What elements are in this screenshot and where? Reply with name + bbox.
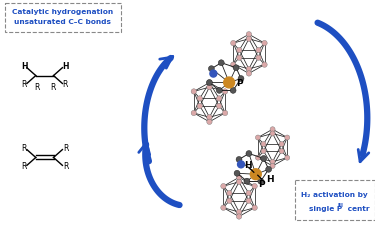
Circle shape: [256, 55, 261, 60]
Text: H: H: [62, 62, 68, 71]
Circle shape: [197, 103, 202, 109]
Circle shape: [237, 179, 242, 185]
Circle shape: [258, 178, 264, 184]
Circle shape: [238, 76, 244, 81]
Circle shape: [261, 142, 266, 147]
Circle shape: [207, 84, 212, 90]
Circle shape: [255, 135, 261, 140]
Text: R: R: [21, 80, 27, 89]
Circle shape: [237, 209, 242, 215]
Text: P: P: [236, 79, 243, 88]
Circle shape: [216, 87, 222, 93]
Circle shape: [217, 103, 222, 109]
Circle shape: [262, 40, 267, 46]
Circle shape: [207, 119, 212, 124]
Text: centr: centr: [345, 206, 369, 212]
Circle shape: [237, 175, 242, 180]
Circle shape: [221, 183, 226, 189]
Text: R: R: [34, 83, 39, 92]
Circle shape: [221, 205, 226, 210]
Circle shape: [230, 40, 236, 46]
Circle shape: [246, 71, 252, 76]
Circle shape: [255, 155, 261, 160]
Circle shape: [266, 166, 271, 172]
Circle shape: [270, 127, 275, 132]
Text: R: R: [21, 162, 27, 171]
Circle shape: [244, 178, 250, 184]
Circle shape: [191, 110, 197, 116]
Circle shape: [222, 89, 228, 94]
Circle shape: [233, 65, 239, 71]
Circle shape: [224, 77, 235, 88]
Circle shape: [246, 36, 252, 42]
Circle shape: [285, 155, 290, 160]
FancyBboxPatch shape: [5, 3, 121, 32]
Circle shape: [237, 214, 242, 219]
Circle shape: [252, 205, 257, 210]
Circle shape: [279, 149, 284, 154]
Circle shape: [206, 80, 212, 85]
Text: H: H: [266, 175, 273, 184]
Circle shape: [246, 66, 252, 72]
Circle shape: [256, 47, 261, 53]
Circle shape: [197, 96, 202, 101]
Circle shape: [252, 183, 257, 189]
Text: R: R: [64, 144, 69, 153]
Circle shape: [217, 96, 222, 101]
Text: Catalytic hydrogenation: Catalytic hydrogenation: [12, 9, 113, 15]
Text: III: III: [338, 203, 344, 208]
Text: P: P: [258, 180, 264, 189]
Circle shape: [250, 169, 261, 180]
Circle shape: [230, 87, 236, 93]
Text: H₂ activation by: H₂ activation by: [302, 192, 368, 198]
Text: H: H: [244, 161, 252, 170]
Circle shape: [222, 110, 228, 116]
Circle shape: [207, 80, 212, 85]
Circle shape: [270, 164, 275, 169]
Circle shape: [207, 115, 212, 120]
Circle shape: [262, 62, 267, 67]
Circle shape: [261, 156, 267, 161]
Circle shape: [270, 159, 275, 164]
Circle shape: [246, 198, 252, 203]
Circle shape: [210, 70, 217, 77]
Circle shape: [218, 60, 224, 66]
Circle shape: [227, 198, 232, 203]
Circle shape: [227, 190, 232, 196]
Circle shape: [237, 47, 242, 53]
Text: R: R: [21, 144, 27, 153]
Circle shape: [191, 89, 197, 94]
Circle shape: [237, 55, 242, 60]
Circle shape: [246, 32, 252, 37]
Text: H: H: [22, 62, 28, 71]
Circle shape: [261, 149, 266, 154]
Circle shape: [208, 66, 214, 72]
Circle shape: [246, 190, 252, 196]
Text: R: R: [64, 162, 69, 171]
Circle shape: [270, 131, 275, 136]
Text: single P: single P: [309, 206, 343, 212]
Circle shape: [230, 62, 236, 67]
Text: unsaturated C–C bonds: unsaturated C–C bonds: [14, 19, 111, 25]
Circle shape: [236, 156, 242, 162]
Circle shape: [234, 170, 240, 176]
FancyBboxPatch shape: [295, 180, 375, 220]
Circle shape: [279, 142, 284, 147]
Circle shape: [246, 151, 252, 156]
Text: R: R: [63, 80, 68, 89]
Circle shape: [285, 135, 290, 140]
Text: R: R: [50, 83, 55, 92]
Circle shape: [238, 161, 244, 168]
